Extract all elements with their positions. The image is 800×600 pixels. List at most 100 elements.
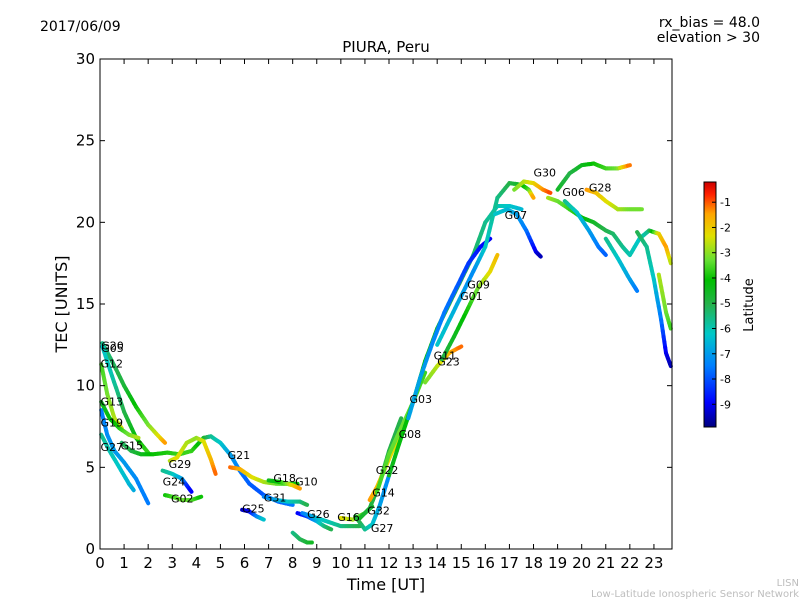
- satellite-label: G19: [101, 417, 124, 430]
- series-segment: [668, 323, 673, 331]
- series-g05b: [656, 272, 673, 331]
- series-segment: [328, 526, 334, 532]
- colorbar-tick-label: -1: [720, 196, 731, 209]
- satellite-label: G29: [169, 458, 192, 471]
- x-tick-label: 23: [644, 554, 663, 572]
- series-segment: [288, 502, 295, 507]
- satellite-label: G01: [460, 290, 483, 303]
- series-segment: [633, 287, 640, 293]
- x-tick-label: 15: [452, 554, 471, 572]
- series-segment: [212, 469, 218, 476]
- satellite-label: G08: [399, 428, 422, 441]
- satellite-label: G02: [171, 492, 194, 505]
- x-tick-label: 6: [240, 554, 250, 572]
- series-segment: [547, 190, 553, 195]
- series-g04: [562, 199, 608, 257]
- series-segment: [421, 370, 428, 380]
- colorbar-tick-label: -2: [720, 221, 731, 234]
- series-g25: [240, 507, 266, 522]
- series-segment: [668, 258, 673, 266]
- colorbar: [703, 181, 717, 428]
- series-segment: [144, 497, 151, 506]
- x-tick-label: 1: [119, 554, 129, 572]
- satellite-label: G18: [273, 472, 296, 485]
- colorbar-tick-label: -4: [720, 272, 731, 285]
- series-g27b: [353, 473, 391, 532]
- satellite-label: G13: [101, 395, 124, 408]
- series-segment: [668, 361, 673, 369]
- footer-lisn: LISN: [777, 578, 799, 589]
- series-g20: [100, 341, 167, 445]
- series-segment: [134, 435, 141, 440]
- satellite-label: G05: [101, 342, 124, 355]
- satellite-label: G16: [337, 511, 360, 524]
- x-tick-label: 8: [288, 554, 298, 572]
- x-tick-label: 13: [404, 554, 423, 572]
- x-tick-label: 21: [596, 554, 615, 572]
- series-segment: [517, 206, 524, 212]
- series-g26b: [603, 236, 640, 293]
- date-label: 2017/06/09: [40, 19, 121, 35]
- satellite-labels: G20G05G12G13G19G27G15G29G24G02G21G25G31G…: [101, 167, 612, 535]
- x-tick-label: 0: [95, 554, 105, 572]
- x-tick-label: 16: [476, 554, 495, 572]
- series-segment: [130, 487, 136, 493]
- colorbar-tick-label: -8: [720, 373, 731, 386]
- colorbar-tick-label: -3: [720, 247, 731, 260]
- series-g02b: [635, 230, 673, 369]
- series-g05: [100, 344, 151, 455]
- elevation-label: elevation > 30: [657, 30, 760, 46]
- series-g27: [99, 408, 151, 506]
- y-tick-label: 30: [76, 50, 95, 68]
- y-tick-label: 25: [76, 132, 95, 150]
- series-g13: [99, 400, 141, 440]
- x-axis: 0 1 2 3 4 5 6 7 8 9 10 11 12 13 14 15 16 17 18 19 20 21 22 23: [95, 59, 663, 572]
- series-g10: [290, 530, 314, 545]
- series-g28: [555, 161, 632, 192]
- series-g19: [99, 432, 136, 493]
- series-g18: [266, 478, 302, 491]
- series-segment: [162, 440, 167, 445]
- series-g16: [300, 511, 363, 529]
- series-g31: [261, 494, 310, 507]
- colorbar-tick-label: -9: [720, 398, 731, 411]
- colorbar-tick-label: -6: [720, 322, 731, 335]
- chart-title: PIURA, Peru: [342, 38, 429, 56]
- x-tick-label: 2: [143, 554, 153, 572]
- x-axis-title: Time [UT]: [346, 575, 425, 594]
- x-tick-label: 12: [379, 554, 398, 572]
- colorbar-label: Latitude: [742, 278, 757, 332]
- satellite-label: G11: [434, 350, 457, 363]
- satellite-label: G06: [562, 186, 585, 199]
- satellite-label: G09: [467, 279, 490, 292]
- series-g30: [512, 179, 553, 195]
- x-tick-label: 19: [548, 554, 567, 572]
- satellite-label: G32: [367, 505, 390, 518]
- footer-network: Low-Latitude Ionospheric Sensor Network: [591, 589, 799, 600]
- series-segment: [537, 253, 543, 259]
- series-g07: [493, 207, 543, 259]
- series-segment: [197, 494, 204, 500]
- satellite-label: G14: [372, 487, 395, 500]
- satellite-label: G15: [121, 439, 144, 452]
- series-segment: [397, 416, 404, 426]
- y-tick-label: 15: [76, 295, 95, 313]
- satellite-label: G28: [589, 181, 612, 194]
- series-segment: [188, 488, 194, 494]
- x-tick-label: 7: [264, 554, 274, 572]
- series-g02: [163, 493, 204, 502]
- satellite-label: G25: [242, 502, 265, 515]
- satellite-label: G21: [228, 449, 251, 462]
- y-tick-label: 20: [76, 213, 95, 231]
- series-segment: [625, 163, 632, 168]
- x-tick-label: 20: [572, 554, 591, 572]
- x-tick-label: 3: [167, 554, 177, 572]
- y-axis-title: TEC [UNITS]: [52, 256, 71, 354]
- x-tick-label: 17: [500, 554, 519, 572]
- y-axis: 0 5 10 15 20 25 30: [76, 50, 672, 558]
- satellite-label: G27: [101, 441, 124, 454]
- x-tick-label: 9: [312, 554, 322, 572]
- y-tick-label: 10: [76, 377, 95, 395]
- series-g12: [99, 362, 124, 431]
